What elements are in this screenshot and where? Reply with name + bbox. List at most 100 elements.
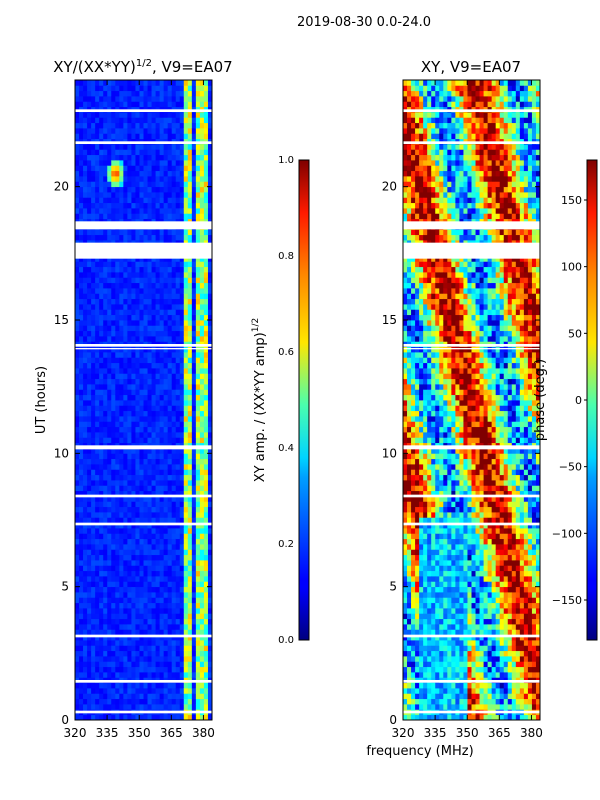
heatmap-cell	[139, 373, 144, 380]
heatmap-cell	[119, 378, 124, 385]
heatmap-cell	[83, 608, 88, 614]
heatmap-cell	[203, 645, 209, 652]
heatmap-cell	[203, 688, 209, 694]
heatmap-cell	[407, 634, 412, 641]
heatmap-cell	[207, 400, 213, 406]
heatmap-cell	[203, 714, 209, 721]
heatmap-cell	[139, 288, 144, 294]
heatmap-cell	[195, 704, 201, 710]
heatmap-cell	[403, 378, 408, 385]
heatmap-cell	[119, 416, 124, 422]
heatmap-cell	[407, 522, 412, 529]
heatmap-cell	[207, 506, 213, 513]
heatmap-cell	[187, 666, 193, 673]
heatmap-cell	[135, 272, 140, 278]
heatmap-cell	[423, 501, 428, 508]
heatmap-cell	[135, 496, 140, 502]
heatmap-cell	[91, 170, 96, 177]
heatmap-cell	[187, 618, 193, 625]
heatmap-cell	[83, 133, 88, 140]
heatmap-cell	[415, 650, 420, 657]
heatmap-cell	[167, 704, 173, 710]
heatmap-cell	[151, 394, 156, 401]
heatmap-cell	[183, 128, 189, 134]
heatmap-cell	[171, 378, 177, 385]
heatmap-cell	[203, 602, 209, 609]
heatmap-cell	[427, 90, 432, 97]
heatmap-cell	[119, 570, 124, 577]
heatmap-cell	[103, 656, 108, 662]
heatmap-cell	[163, 261, 169, 268]
heatmap-cell	[183, 608, 189, 614]
heatmap-cell	[183, 277, 189, 284]
heatmap-cell	[123, 458, 128, 465]
heatmap-cell	[127, 394, 132, 401]
heatmap-cell	[195, 544, 201, 550]
heatmap-cell	[171, 576, 177, 582]
heatmap-cell	[419, 394, 424, 401]
heatmap-cell	[119, 533, 124, 540]
heatmap-cell	[171, 624, 177, 630]
heatmap-cell	[191, 410, 197, 417]
heatmap-cell	[427, 384, 432, 390]
heatmap-cell	[167, 229, 173, 236]
heatmap-cell	[111, 432, 116, 438]
heatmap-cell	[95, 192, 100, 198]
heatmap-cell	[119, 314, 124, 321]
heatmap-cell	[411, 474, 416, 481]
heatmap-cell	[151, 293, 156, 300]
heatmap-cell	[199, 629, 205, 636]
heatmap-cell	[419, 272, 424, 278]
heatmap-cell	[119, 266, 124, 273]
heatmap-cell	[423, 394, 428, 401]
heatmap-cell	[83, 426, 88, 433]
heatmap-cell	[199, 352, 205, 358]
heatmap-cell	[135, 234, 140, 241]
heatmap-cell	[119, 128, 124, 134]
heatmap-cell	[131, 192, 136, 198]
heatmap-cell	[139, 714, 144, 721]
heatmap-cell	[179, 656, 185, 662]
heatmap-cell	[75, 186, 80, 193]
heatmap-cell	[111, 122, 116, 129]
heatmap-cell	[119, 192, 124, 198]
heatmap-cell	[127, 144, 132, 150]
heatmap-cell	[83, 85, 88, 92]
heatmap-cell	[135, 330, 140, 337]
heatmap-cell	[419, 613, 424, 620]
heatmap-cell	[207, 112, 213, 118]
heatmap-cell	[79, 154, 84, 161]
heatmap-cell	[83, 96, 88, 102]
heatmap-cell	[115, 416, 120, 422]
heatmap-cell	[427, 661, 432, 668]
heatmap-cell	[199, 549, 205, 556]
heatmap-cell	[119, 618, 124, 625]
heatmap-cell	[91, 538, 96, 545]
heatmap-cell	[183, 293, 189, 300]
heatmap-cell	[203, 693, 209, 700]
heatmap-cell	[99, 128, 104, 134]
heatmap-cell	[87, 634, 92, 641]
heatmap-cell	[415, 437, 420, 444]
heatmap-cell	[143, 314, 148, 321]
heatmap-cell	[183, 176, 189, 182]
heatmap-cell	[427, 666, 432, 673]
heatmap-cell	[167, 357, 173, 364]
heatmap-cell	[135, 554, 140, 561]
heatmap-cell	[91, 421, 96, 428]
heatmap-cell	[95, 336, 100, 342]
heatmap-cell	[155, 576, 161, 582]
heatmap-cell	[151, 453, 156, 460]
heatmap-cell	[95, 197, 100, 204]
heatmap-cell	[183, 389, 189, 396]
heatmap-cell	[151, 325, 156, 332]
heatmap-cell	[111, 581, 116, 588]
heatmap-cell	[175, 256, 181, 262]
heatmap-cell	[155, 698, 161, 705]
heatmap-cell	[79, 714, 84, 721]
heatmap-cell	[143, 645, 148, 652]
heatmap-cell	[407, 682, 412, 689]
heatmap-cell	[155, 640, 161, 646]
heatmap-cell	[131, 490, 136, 497]
heatmap-cell	[151, 656, 156, 662]
